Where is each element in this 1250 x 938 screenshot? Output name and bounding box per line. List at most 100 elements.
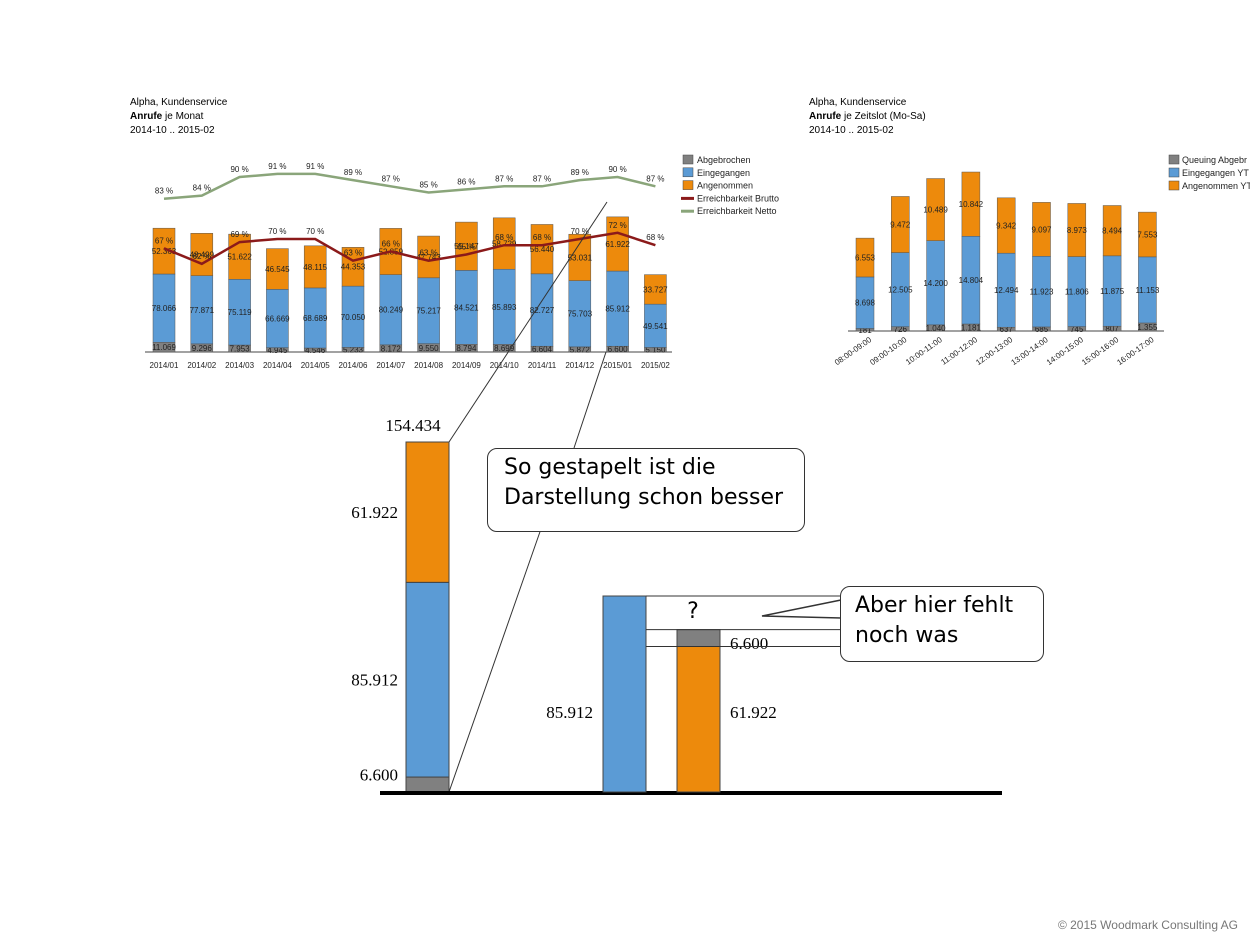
c1-line-label-0-9: 68 % <box>495 233 513 242</box>
c2-bar-label-queuing-4: 637 <box>1000 325 1014 334</box>
c1-bar-label-angenommen-12: 61.922 <box>605 240 630 249</box>
c1-bar-angenommen-12 <box>606 216 629 272</box>
compare-label-abgebrochen: 6.600 <box>730 634 768 653</box>
c1-bar-label-abgebrochen-7: 9.550 <box>419 344 440 353</box>
c2-bar-label-queuing-3: 1.181 <box>961 324 982 333</box>
compare-bar-angenommen <box>676 645 721 793</box>
c2-bar-label-eingegangen-7: 11.875 <box>1100 287 1124 296</box>
c1-bar-label-eingegangen-6: 80.249 <box>379 306 404 315</box>
c1-bar-label-abgebrochen-10: 6.604 <box>532 345 553 354</box>
c1-x-tick-12: 2015/01 <box>603 361 632 370</box>
c1-line-label-1-1: 84 % <box>193 184 211 193</box>
c2-bar-label-eingegangen-1: 12.505 <box>888 286 913 295</box>
left-chart-header: Alpha, Kundenservice Anrufe je Monat 201… <box>130 96 227 138</box>
c1-x-tick-13: 2015/02 <box>641 361 670 370</box>
big-bar-eingegangen <box>405 581 450 778</box>
c2-bar-label-angenommen-3: 10.842 <box>959 200 984 209</box>
c1-line-label-0-4: 70 % <box>306 227 324 236</box>
c2-bar-label-queuing-1: 726 <box>894 325 908 334</box>
c1-bar-angenommen-4 <box>303 245 327 289</box>
c1-bar-label-angenommen-10: 56.440 <box>530 245 555 254</box>
c2-x-tick-6: 14:00-15:00 <box>1045 335 1086 367</box>
c1-x-tick-2: 2014/03 <box>225 361 254 370</box>
c2-legend-label-2: Angenommen YT <box>1182 181 1250 191</box>
c1-bar-angenommen-1 <box>190 233 214 276</box>
c1-line-label-1-2: 90 % <box>230 165 248 174</box>
c1-line-label-1-8: 86 % <box>457 177 475 186</box>
c1-bar-label-angenommen-3: 46.545 <box>265 265 290 274</box>
callout-missing-line2: noch was <box>855 623 959 648</box>
c1-bar-label-abgebrochen-5: 5.233 <box>343 346 364 355</box>
c2-bar-label-angenommen-7: 8.494 <box>1102 227 1123 236</box>
big-bar-label-abgebrochen: 6.600 <box>360 766 398 785</box>
callout-stacked-line1: So gestapelt ist die <box>504 455 716 480</box>
callout-stacked-line2: Darstellung schon besser <box>504 485 784 510</box>
c2-bar-label-angenommen-6: 8.973 <box>1067 226 1088 235</box>
c1-line-label-1-9: 87 % <box>495 174 513 183</box>
compare-bar-eingegangen <box>602 595 647 793</box>
c1-bar-label-eingegangen-13: 49.541 <box>643 322 668 331</box>
c1-line-label-0-0: 67 % <box>155 236 173 245</box>
c1-line-label-1-7: 85 % <box>419 181 437 190</box>
c1-x-tick-9: 2014/10 <box>490 361 519 370</box>
c1-x-tick-5: 2014/06 <box>339 361 368 370</box>
c1-line-label-0-11: 70 % <box>571 227 589 236</box>
c2-bar-angenommen-7 <box>1102 205 1122 257</box>
c1-bar-label-angenommen-5: 44.353 <box>341 263 366 272</box>
c1-bar-label-abgebrochen-12: 6.600 <box>608 345 629 354</box>
c2-bar-label-queuing-2: 1.040 <box>926 324 947 333</box>
c2-bar-label-queuing-5: 685 <box>1035 325 1049 334</box>
c1-bar-label-abgebrochen-8: 8.794 <box>456 344 477 353</box>
big-bar-total-label: 154.434 <box>385 416 441 435</box>
c1-bar-label-abgebrochen-11: 5.872 <box>570 345 591 354</box>
c1-bar-label-angenommen-1: 48.499 <box>190 251 215 260</box>
c1-line-label-0-12: 72 % <box>608 221 626 230</box>
left-chart-title-bold: Anrufe <box>130 111 163 122</box>
c1-bar-angenommen-9 <box>492 217 516 270</box>
c2-bar-angenommen-6 <box>1067 203 1087 257</box>
right-chart-header: Alpha, Kundenservice Anrufe je Zeitslot … <box>809 96 926 138</box>
c2-bar-angenommen-4 <box>996 197 1016 254</box>
c1-bar-label-angenommen-4: 48.115 <box>303 263 327 272</box>
c1-line-label-1-10: 87 % <box>533 174 551 183</box>
callout-missing-pointer <box>761 599 842 619</box>
c2-bar-label-eingegangen-4: 12.494 <box>994 286 1019 295</box>
callout-stacked-better: So gestapelt ist die Darstellung schon b… <box>487 448 805 532</box>
c1-x-tick-0: 2014/01 <box>150 361 179 370</box>
c1-legend-label-1: Eingegangen <box>697 168 750 178</box>
c2-bar-label-angenommen-2: 10.489 <box>923 206 948 215</box>
right-chart-title-rest: je Zeitslot (Mo-Sa) <box>841 111 926 122</box>
c2-bar-label-queuing-8: 1.355 <box>1137 323 1158 332</box>
c1-line-brutto <box>163 231 656 266</box>
c1-bar-label-eingegangen-8: 84.521 <box>454 303 479 312</box>
c1-line-label-0-8: 65 % <box>457 243 475 252</box>
c2-bar-label-angenommen-8: 7.553 <box>1137 230 1158 239</box>
c1-legend-swatch-2 <box>682 180 694 190</box>
c1-line-label-0-10: 68 % <box>533 233 551 242</box>
c1-bar-label-abgebrochen-6: 8.172 <box>381 344 402 353</box>
c2-legend-swatch-0 <box>1168 154 1180 165</box>
c2-bar-label-angenommen-5: 9.097 <box>1031 225 1052 234</box>
big-bar-abgebrochen <box>405 776 450 793</box>
c2-bar-label-angenommen-1: 9.472 <box>890 221 911 230</box>
c1-bar-label-abgebrochen-1: 9.296 <box>192 344 213 353</box>
c1-line-label-0-7: 63 % <box>419 249 437 258</box>
c2-bar-angenommen-3 <box>961 171 981 237</box>
c1-bar-label-angenommen-8: 55.147 <box>454 242 479 251</box>
c1-x-tick-6: 2014/07 <box>376 361 405 370</box>
c1-x-tick-8: 2014/09 <box>452 361 481 370</box>
c2-x-tick-3: 11:00-12:00 <box>939 335 979 367</box>
c1-line-label-0-3: 70 % <box>268 227 286 236</box>
c2-legend-label-0: Queuing Abgebr <box>1182 155 1247 165</box>
c1-bar-angenommen-0 <box>152 227 176 275</box>
c1-bar-label-eingegangen-1: 77.871 <box>190 306 215 315</box>
right-chart-range: 2014-10 .. 2015-02 <box>809 125 894 136</box>
c2-legend-swatch-1 <box>1168 167 1180 178</box>
c2-x-tick-8: 16:00-17:00 <box>1115 335 1156 367</box>
left-chart-line1: Alpha, Kundenservice <box>130 97 228 108</box>
c2-legend-swatch-2 <box>1168 180 1180 191</box>
c2-bar-label-eingegangen-5: 11.923 <box>1030 288 1054 297</box>
c1-bar-label-eingegangen-11: 75.703 <box>568 310 593 319</box>
c2-bar-label-eingegangen-0: 8.698 <box>855 299 876 308</box>
